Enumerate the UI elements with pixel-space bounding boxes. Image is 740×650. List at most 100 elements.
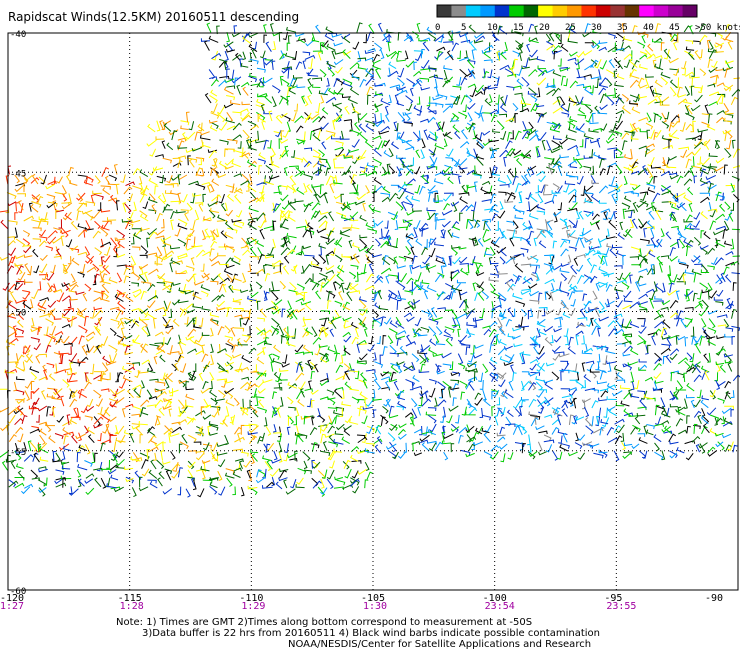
wind-barb: [196, 334, 204, 343]
wind-barb: [591, 325, 600, 336]
time-label: 1:29: [241, 601, 265, 612]
wind-barb: [599, 60, 608, 70]
wind-barb: [160, 450, 165, 461]
wind-barb: [427, 185, 436, 192]
wind-barb: [632, 122, 638, 133]
wind-barb: [223, 243, 234, 248]
wind-barb: [647, 156, 655, 167]
wind-barb: [413, 50, 424, 55]
wind-barb: [211, 178, 220, 186]
wind-barb: [722, 229, 728, 239]
wind-barb: [172, 461, 179, 472]
wind-barb: [664, 111, 670, 120]
wind-barb: [639, 200, 649, 208]
wind-barb: [280, 130, 285, 140]
wind-barb: [356, 193, 367, 201]
wind-barb: [22, 300, 32, 310]
wind-barb: [575, 254, 586, 258]
wind-barb: [650, 227, 655, 237]
wind-barb: [211, 229, 219, 238]
wind-barb: [247, 138, 259, 144]
wind-barb: [272, 238, 276, 249]
wind-barb: [506, 192, 515, 202]
wind-barb: [692, 336, 698, 346]
wind-barb: [379, 354, 384, 365]
wind-barb: [708, 101, 719, 107]
wind-barb: [201, 353, 209, 363]
wind-barb: [304, 254, 315, 259]
wind-barb: [490, 301, 495, 312]
wind-barb: [104, 246, 111, 257]
wind-barb: [0, 451, 8, 458]
wind-barb: [46, 272, 55, 281]
wind-barb: [320, 122, 329, 130]
wind-barb: [296, 283, 305, 291]
wind-barb: [660, 185, 671, 192]
wind-barb: [724, 380, 732, 389]
wind-barb: [591, 40, 600, 50]
wind-barb: [258, 77, 265, 87]
wind-barb: [105, 361, 117, 366]
wind-barb: [597, 237, 608, 243]
wind-barb: [602, 417, 610, 428]
wind-barb: [473, 39, 484, 44]
wind-barb: [731, 336, 735, 345]
wind-barb: [14, 212, 18, 221]
wind-barb: [99, 265, 109, 274]
wind-barb: [405, 146, 415, 151]
wind-barb: [475, 264, 484, 274]
wind-barb: [70, 283, 79, 292]
wind-barb: [309, 227, 313, 239]
wind-barb: [709, 414, 720, 422]
wind-barb: [297, 399, 305, 407]
wind-barb: [225, 353, 233, 361]
wind-barb: [458, 426, 468, 434]
wind-barb: [459, 68, 468, 79]
wind-barb: [376, 336, 381, 345]
wind-barb: [499, 256, 506, 265]
wind-barb: [112, 388, 119, 397]
wind-barb: [428, 191, 434, 202]
wind-barb: [638, 258, 647, 266]
wind-barb: [23, 245, 32, 254]
wind-barb: [38, 229, 47, 237]
wind-barb: [521, 380, 532, 390]
wind-barb: [249, 435, 258, 445]
wind-barb: [154, 260, 163, 265]
wind-barb: [373, 53, 380, 62]
wind-barb: [374, 103, 383, 108]
wind-barb: [179, 363, 187, 373]
wind-barb: [149, 148, 157, 157]
wind-barb: [270, 325, 280, 335]
wind-barb: [428, 442, 437, 451]
wind-barb: [412, 442, 416, 452]
wind-barb: [357, 339, 367, 345]
wind-barb: [724, 391, 731, 400]
wind-barb: [359, 78, 367, 88]
wind-barb: [489, 321, 498, 328]
wind-barb: [339, 136, 350, 140]
wind-barb: [452, 317, 457, 328]
wind-barb: [350, 255, 360, 260]
wind-barb: [304, 388, 313, 392]
wind-barb: [632, 424, 641, 433]
wind-barb: [523, 173, 531, 184]
wind-barb: [441, 170, 451, 176]
wind-barb: [583, 300, 592, 310]
wind-barb: [257, 388, 266, 394]
wind-barb: [318, 326, 326, 337]
wind-barb: [646, 53, 656, 60]
wind-barb: [248, 425, 259, 434]
wind-barb: [388, 289, 398, 299]
wind-barb: [53, 255, 62, 260]
wind-barb: [667, 273, 672, 283]
wind-barb: [39, 236, 48, 241]
wind-barb: [304, 112, 312, 121]
wind-barb: [468, 376, 478, 381]
wind-barb: [585, 248, 596, 257]
wind-barb: [703, 329, 711, 338]
wind-barb: [707, 450, 717, 457]
wind-barb: [102, 264, 111, 275]
wind-barb: [698, 49, 703, 59]
wind-barb: [708, 152, 718, 157]
